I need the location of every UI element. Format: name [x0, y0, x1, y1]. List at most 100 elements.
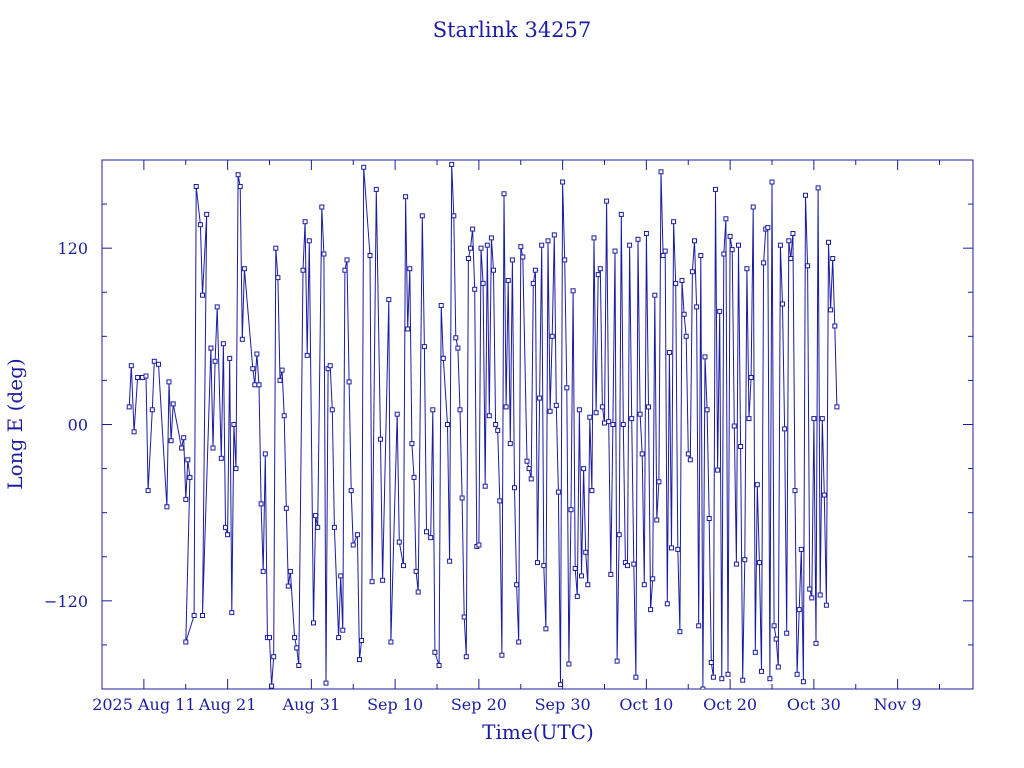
data-point	[532, 267, 538, 273]
data-point	[166, 379, 172, 385]
data-point	[698, 253, 704, 258]
data-point	[250, 366, 256, 372]
data-point	[742, 557, 748, 563]
data-point	[183, 639, 189, 645]
data-point	[706, 516, 712, 521]
data-point	[754, 482, 760, 488]
x-axis-ticks: 2025 Aug 11 Aug 21 Aug 31 Sep 10 Sep 20 Sep 3…	[92, 160, 940, 714]
data-point	[614, 658, 620, 664]
data-point	[738, 444, 744, 449]
data-point	[769, 179, 775, 185]
data-point	[210, 445, 216, 451]
data-point	[472, 286, 478, 292]
data-point	[599, 404, 605, 410]
data-point	[652, 292, 658, 298]
data-point	[595, 272, 601, 278]
data-point	[455, 345, 461, 351]
data-point	[551, 232, 557, 238]
data-point	[267, 635, 272, 641]
data-point	[321, 251, 327, 257]
data-point	[610, 422, 616, 427]
data-point	[302, 219, 308, 225]
data-point	[805, 263, 811, 269]
data-point	[151, 358, 157, 364]
y-axis-label: Long E (deg)	[3, 358, 27, 489]
data-point	[273, 245, 279, 251]
data-point	[357, 657, 362, 663]
data-point	[784, 630, 790, 636]
data-point	[482, 483, 488, 489]
data-point	[342, 267, 348, 273]
data-point	[819, 416, 825, 422]
data-point	[181, 435, 187, 441]
data-point	[826, 239, 831, 245]
data-point	[520, 254, 526, 260]
y-tick-label: 120	[57, 239, 88, 258]
data-point	[702, 354, 708, 360]
data-point	[457, 407, 463, 413]
data-point	[591, 235, 597, 241]
data-point	[277, 377, 283, 383]
data-point	[223, 524, 228, 530]
longitude-points	[126, 161, 840, 689]
data-point	[313, 513, 319, 519]
data-point	[239, 336, 245, 342]
data-point	[285, 583, 291, 589]
data-point	[350, 542, 356, 548]
data-point	[823, 602, 829, 608]
data-point	[545, 238, 551, 244]
data-point	[717, 308, 723, 314]
data-point	[495, 427, 501, 433]
data-point	[405, 326, 411, 332]
data-point	[528, 476, 534, 482]
x-tick-label: Oct 20	[703, 695, 757, 714]
data-point	[445, 422, 450, 427]
data-point	[687, 457, 693, 463]
data-point	[803, 192, 808, 198]
data-point	[773, 636, 779, 642]
data-point	[225, 532, 231, 538]
data-point	[537, 395, 543, 401]
data-point	[748, 375, 754, 380]
data-point	[315, 524, 321, 530]
data-point	[721, 251, 727, 257]
data-point	[723, 216, 729, 222]
data-point	[306, 238, 312, 244]
data-point	[547, 408, 553, 414]
data-point	[271, 654, 277, 660]
plot-area	[126, 161, 840, 689]
data-point	[694, 304, 700, 310]
data-point	[597, 266, 603, 272]
x-tick-label: Aug 21	[198, 695, 257, 714]
x-tick-label: Oct 30	[787, 695, 841, 714]
data-point	[131, 429, 137, 435]
data-point	[424, 529, 429, 535]
data-point	[625, 563, 630, 569]
data-point	[662, 248, 668, 254]
x-tick-label: 2025 Aug 11	[92, 695, 195, 714]
data-point	[212, 358, 218, 364]
data-point	[501, 191, 507, 197]
x-tick-label: Oct 10	[619, 695, 673, 714]
x-tick-label: Sep 20	[451, 695, 507, 714]
data-point	[643, 231, 649, 236]
data-point	[361, 164, 367, 170]
data-point	[832, 323, 838, 329]
y-tick-label: 00	[68, 416, 88, 435]
data-point	[419, 213, 425, 219]
data-point	[283, 505, 289, 511]
data-point	[681, 311, 687, 317]
data-point	[696, 623, 702, 629]
data-point	[641, 582, 647, 588]
data-point	[710, 674, 716, 680]
data-point	[664, 601, 670, 607]
data-point	[512, 485, 517, 491]
data-point	[179, 445, 185, 451]
data-point	[677, 629, 683, 635]
data-point	[679, 278, 685, 283]
data-point	[476, 542, 482, 548]
x-tick-label: Aug 31	[282, 695, 341, 714]
data-point	[197, 222, 203, 228]
data-point	[493, 422, 499, 427]
data-point	[269, 683, 275, 689]
